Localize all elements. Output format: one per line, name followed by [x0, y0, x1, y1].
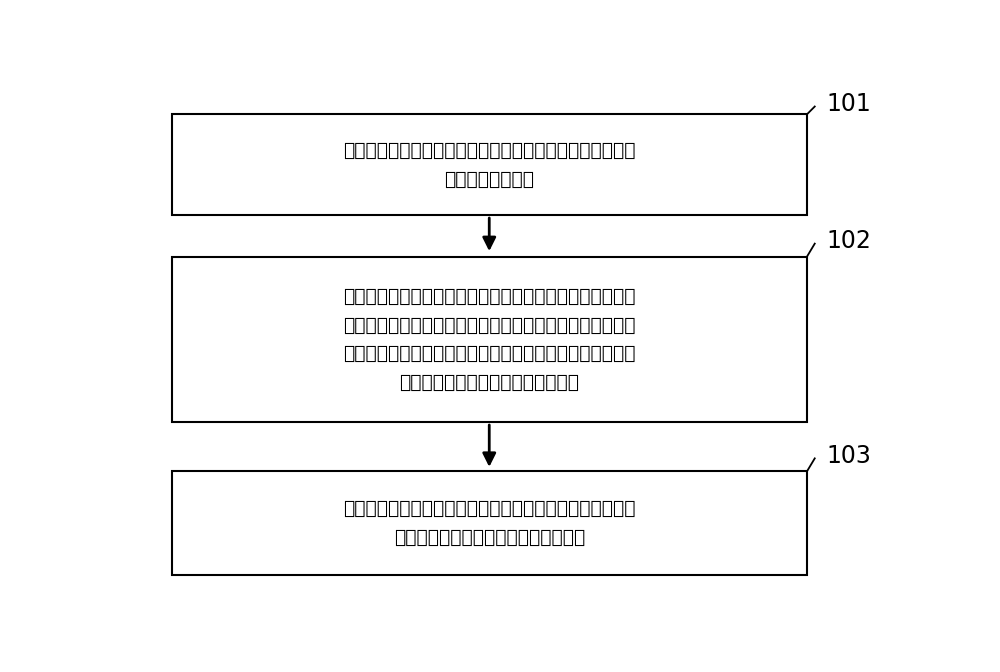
Text: 当不存在与所述流量匹配的流表项且所述流量属于预设报文
类型时，将所述流量封装在上送控制器协议报文中发给控制
器，并生成与所述流量匹配的控制流表项，其中所述控制流: 当不存在与所述流量匹配的流表项且所述流量属于预设报文 类型时，将所述流量封装在上… [343, 287, 636, 392]
Text: 103: 103 [826, 444, 871, 468]
Text: 当与所述流量匹配的流表项为控制流表项时，根据匹配的控
制流表项，禁止将所述流量发给控制器: 当与所述流量匹配的流表项为控制流表项时，根据匹配的控 制流表项，禁止将所述流量发… [343, 499, 636, 547]
FancyBboxPatch shape [172, 471, 807, 575]
FancyBboxPatch shape [172, 257, 807, 422]
FancyBboxPatch shape [172, 114, 807, 215]
Text: 接收流量，将所述流量与流表项进行匹配，其中，所述流表
项包括控制流表项: 接收流量，将所述流量与流表项进行匹配，其中，所述流表 项包括控制流表项 [343, 141, 636, 189]
Text: 101: 101 [826, 92, 871, 116]
Text: 102: 102 [826, 229, 871, 253]
